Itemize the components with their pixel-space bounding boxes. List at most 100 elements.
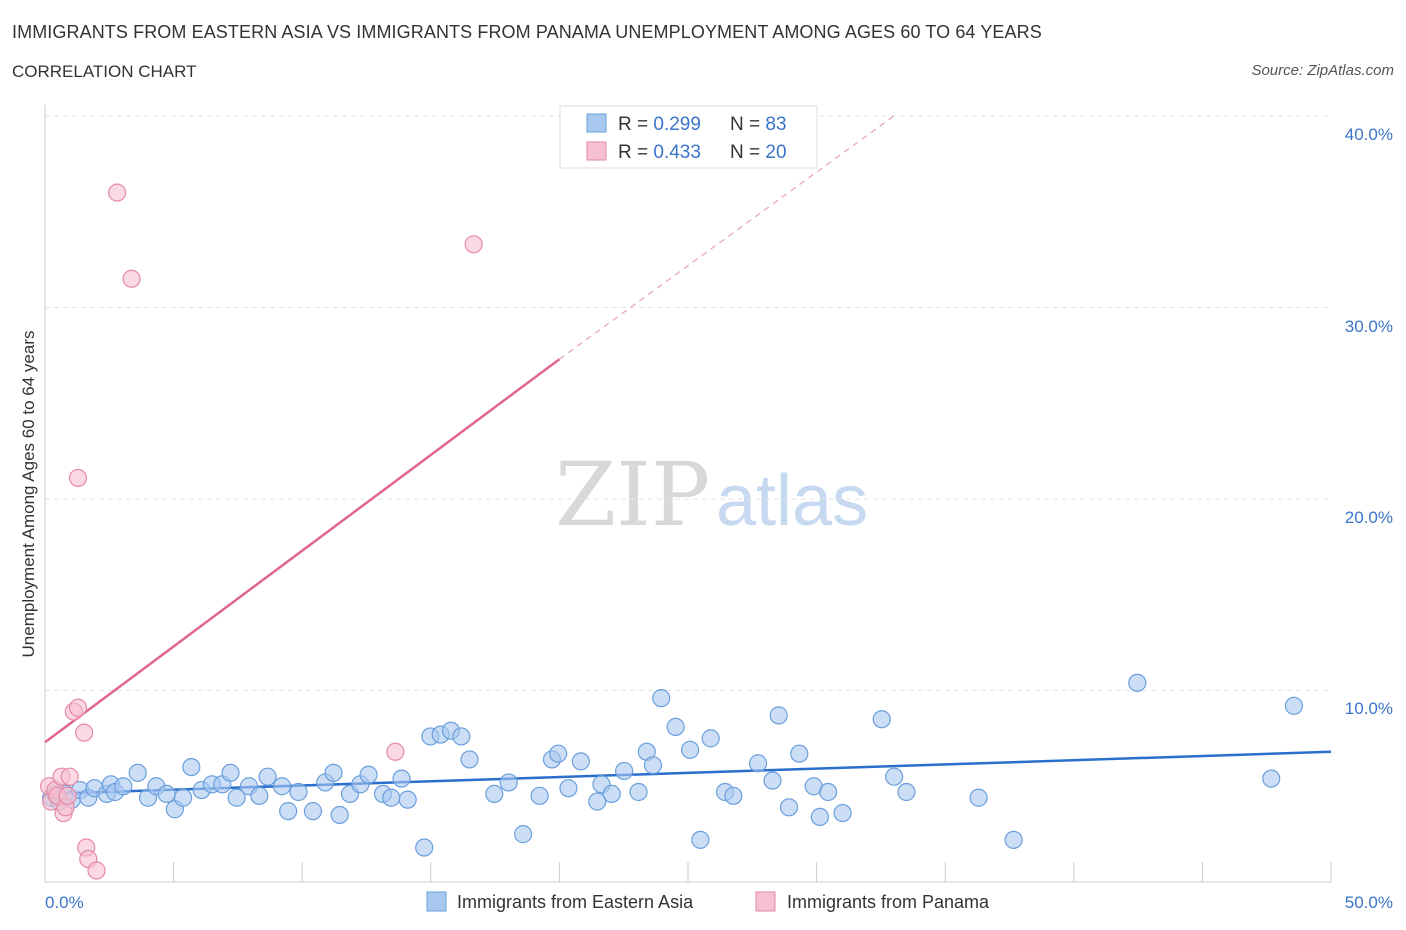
point-eastern_asia-26 — [258, 767, 277, 786]
point-eastern_asia-77 — [833, 803, 852, 823]
legend-label-panama: Immigrants from Panama — [787, 892, 990, 912]
axis-ticks — [44, 862, 1332, 882]
data-points — [40, 183, 1304, 880]
point-eastern_asia-11 — [114, 777, 133, 796]
point-eastern_asia-85 — [1284, 696, 1304, 715]
point-eastern_asia-75 — [810, 807, 829, 826]
point-eastern_asia-57 — [602, 784, 621, 804]
point-eastern_asia-79 — [884, 767, 904, 786]
y-axis-label: Unemployment Among Ages 60 to 64 years — [19, 331, 38, 658]
stats-r-label: R = — [618, 114, 653, 135]
point-eastern_asia-39 — [392, 769, 411, 788]
point-eastern_asia-71 — [769, 706, 788, 725]
point-eastern_asia-69 — [748, 754, 768, 773]
stats-legend-swatch-eastern-asia — [586, 113, 607, 133]
point-eastern_asia-49 — [514, 825, 533, 844]
point-panama-12 — [75, 723, 94, 742]
point-panama-19 — [464, 235, 483, 254]
point-panama-15 — [87, 861, 106, 880]
point-eastern_asia-54 — [571, 752, 590, 771]
y-tick-label-10: 10.0% — [1345, 699, 1393, 718]
series-legend: Immigrants from Eastern Asia Immigrants … — [426, 891, 990, 912]
stats-row-panama: R = 0.433 — [618, 142, 701, 163]
point-eastern_asia-72 — [779, 798, 799, 817]
stats-n-value-eastern-asia: 83 — [765, 114, 786, 135]
point-panama-10 — [68, 698, 88, 717]
point-eastern_asia-12 — [128, 763, 147, 782]
legend-swatch-panama — [755, 891, 776, 912]
point-eastern_asia-63 — [666, 717, 685, 736]
y-tick-label-20: 20.0% — [1345, 508, 1393, 527]
point-eastern_asia-64 — [680, 740, 700, 759]
point-eastern_asia-68 — [724, 786, 743, 805]
legend-swatch-eastern-asia — [426, 891, 447, 912]
stats-n-label: N = — [730, 114, 765, 135]
point-eastern_asia-36 — [359, 765, 378, 784]
x-tick-label-max: 50.0% — [1345, 893, 1393, 912]
point-eastern_asia-65 — [691, 830, 710, 849]
trend-line-panama-extension — [559, 115, 895, 360]
point-eastern_asia-61 — [643, 756, 663, 775]
point-eastern_asia-18 — [182, 757, 201, 777]
point-eastern_asia-58 — [615, 761, 634, 781]
point-eastern_asia-25 — [250, 786, 269, 805]
point-eastern_asia-45 — [452, 727, 471, 746]
point-eastern_asia-78 — [872, 710, 891, 729]
legend-label-eastern-asia: Immigrants from Eastern Asia — [457, 892, 694, 912]
stats-legend: R = 0.299 N = 83 R = 0.433 N = 20 — [559, 105, 818, 169]
x-tick-label-min: 0.0% — [45, 893, 84, 912]
stats-n-label: N = — [730, 142, 765, 163]
point-panama-11 — [68, 468, 88, 488]
y-tick-label-40: 40.0% — [1345, 125, 1393, 144]
point-eastern_asia-46 — [460, 750, 479, 769]
point-eastern_asia-82 — [1004, 830, 1023, 849]
point-eastern_asia-59 — [629, 782, 648, 802]
point-eastern_asia-27 — [272, 777, 292, 796]
stats-r-label: R = — [618, 142, 653, 163]
point-eastern_asia-50 — [530, 786, 549, 805]
point-eastern_asia-70 — [763, 771, 782, 790]
gridlines — [45, 115, 1331, 691]
point-eastern_asia-73 — [790, 744, 809, 763]
point-eastern_asia-22 — [221, 763, 240, 782]
stats-n-panama: N = 20 — [730, 142, 787, 163]
point-eastern_asia-30 — [303, 802, 323, 821]
point-eastern_asia-28 — [279, 802, 298, 821]
stats-n-eastern-asia: N = 83 — [730, 114, 787, 135]
point-eastern_asia-48 — [499, 773, 518, 792]
stats-row-eastern-asia: R = 0.299 — [618, 114, 701, 135]
point-panama-16 — [108, 183, 127, 202]
stats-r-value-panama: 0.433 — [653, 142, 701, 163]
point-eastern_asia-66 — [701, 729, 720, 748]
chart-title: IMMIGRANTS FROM EASTERN ASIA VS IMMIGRAN… — [12, 22, 1042, 42]
point-eastern_asia-52 — [549, 744, 568, 763]
point-eastern_asia-29 — [289, 782, 308, 802]
point-panama-17 — [122, 269, 141, 288]
point-eastern_asia-47 — [485, 784, 504, 804]
point-panama-18 — [386, 742, 405, 761]
point-eastern_asia-40 — [398, 790, 417, 809]
stats-n-value-panama: 20 — [765, 142, 786, 163]
point-eastern_asia-17 — [173, 788, 193, 807]
point-eastern_asia-23 — [227, 788, 246, 807]
watermark-atlas: atlas — [716, 461, 868, 541]
point-eastern_asia-76 — [819, 782, 838, 802]
point-eastern_asia-84 — [1262, 769, 1281, 788]
point-eastern_asia-33 — [330, 805, 349, 825]
point-eastern_asia-62 — [652, 689, 671, 708]
point-eastern_asia-41 — [415, 838, 434, 857]
source-label: Source: ZipAtlas.com — [1251, 62, 1394, 79]
y-tick-label-30: 30.0% — [1345, 317, 1393, 336]
point-panama-7 — [58, 786, 77, 805]
trend-line-panama — [44, 358, 561, 744]
point-eastern_asia-81 — [969, 788, 988, 807]
point-eastern_asia-38 — [382, 788, 401, 807]
point-eastern_asia-15 — [157, 784, 176, 804]
point-eastern_asia-80 — [897, 782, 916, 802]
stats-r-value-eastern-asia: 0.299 — [653, 114, 701, 135]
point-panama-8 — [60, 767, 79, 786]
stats-legend-swatch-panama — [586, 141, 607, 161]
chart-subtitle: CORRELATION CHART — [12, 62, 197, 81]
point-eastern_asia-83 — [1128, 673, 1147, 692]
